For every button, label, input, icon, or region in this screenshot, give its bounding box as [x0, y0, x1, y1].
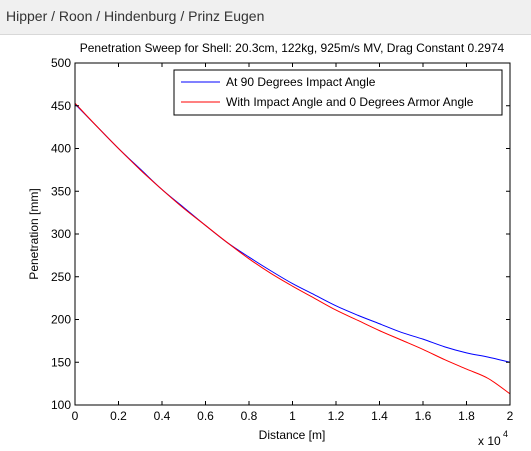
y-tick-label: 300 [51, 227, 71, 241]
y-axis-label: Penetration [mm] [27, 188, 41, 279]
legend-label-impact-angle: With Impact Angle and 0 Degrees Armor An… [226, 95, 474, 109]
y-tick-label: 400 [51, 142, 71, 156]
penetration-chart: 0 0.2 0.4 0.6 0.8 1 1.2 1.4 1.6 1.8 2 100 150 200 250 3… [27, 41, 514, 448]
x-multiplier-exponent: 4 [503, 429, 508, 439]
series-line-2 [74, 102, 511, 395]
ticks-layer: 0 0.2 0.4 0.6 0.8 1 1.2 1.4 1.6 1.8 2 100 150 200 250 3… [51, 56, 514, 423]
figure-area: 0 0.2 0.4 0.6 0.8 1 1.2 1.4 1.6 1.8 2 100 150 200 250 3… [0, 35, 531, 451]
y-tick-label: 200 [51, 313, 71, 327]
x-tick-label: 1 [289, 409, 296, 423]
y-tick-label: 450 [51, 99, 71, 113]
chart-title: Penetration Sweep for Shell: 20.3cm, 122… [80, 41, 505, 55]
window-header: Hipper / Roon / Hindenburg / Prinz Eugen [0, 0, 531, 35]
x-axis-label: Distance [m] [259, 428, 326, 442]
window-title: Hipper / Roon / Hindenburg / Prinz Eugen [6, 8, 265, 24]
x-multiplier-label: x 10 [478, 434, 501, 448]
y-tick-label: 350 [51, 184, 71, 198]
legend-label-90-degrees: At 90 Degrees Impact Angle [226, 75, 376, 89]
y-tick-label: 150 [51, 355, 71, 369]
x-tick-label: 1.8 [458, 409, 475, 423]
plot-background [75, 63, 510, 405]
x-tick-label: 1.4 [371, 409, 388, 423]
plot-frame [74, 62, 511, 406]
series-layer [74, 102, 511, 395]
x-tick-label: 1.2 [328, 409, 345, 423]
x-tick-label: 0.4 [154, 409, 171, 423]
x-tick-label: 0.6 [197, 409, 214, 423]
x-tick-label: 0.2 [110, 409, 127, 423]
y-tick-label: 250 [51, 270, 71, 284]
x-tick-label: 0.8 [241, 409, 258, 423]
y-tick-label: 100 [51, 398, 71, 412]
y-tick-label: 500 [51, 56, 71, 70]
x-tick-label: 0 [72, 409, 79, 423]
x-tick-label: 1.6 [415, 409, 432, 423]
x-tick-label: 2 [507, 409, 514, 423]
legend-box [173, 69, 503, 116]
legend: At 90 Degrees Impact Angle With Impact A… [173, 69, 503, 116]
